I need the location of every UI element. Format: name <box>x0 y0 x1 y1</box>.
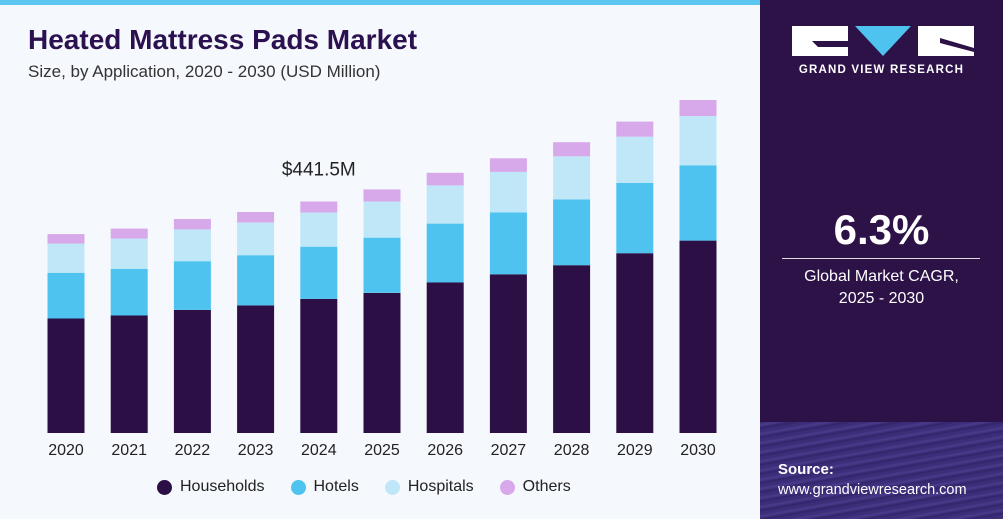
legend-label-hospitals: Hospitals <box>407 478 474 495</box>
x-tick-label-2028: 2028 <box>554 442 590 459</box>
bar-hospitals-2028 <box>553 156 591 200</box>
bar-households-2021 <box>110 315 148 433</box>
legend-item-households: Households <box>157 478 265 496</box>
bar-hospitals-2024 <box>300 212 338 247</box>
x-tick-label-2030: 2030 <box>680 442 716 459</box>
bar-others-2024 <box>300 201 338 213</box>
bar-others-2020 <box>47 234 85 244</box>
x-tick-label-2021: 2021 <box>111 442 147 459</box>
x-tick-label-2020: 2020 <box>48 442 84 459</box>
bar-households-2029 <box>616 253 654 433</box>
bar-hotels-2023 <box>237 255 275 306</box>
bar-hotels-2024 <box>300 246 338 299</box>
legend-label-others: Others <box>522 478 571 495</box>
annotation-label-2024: $441.5M <box>282 160 356 181</box>
bar-households-2028 <box>553 265 591 433</box>
stacked-bar-chart: 2020 2021 2022 2023 2024 2025 2026 2027 2028 2029… <box>47 100 717 459</box>
bar-others-2026 <box>426 172 464 186</box>
bar-hotels-2028 <box>553 199 591 266</box>
bar-hospitals-2020 <box>47 243 85 273</box>
bar-households-2020 <box>47 318 85 433</box>
bar-households-2022 <box>173 309 211 433</box>
legend-swatch-households <box>157 479 172 495</box>
legend-label-households: Households <box>180 478 265 495</box>
bar-others-2021 <box>110 228 148 239</box>
bar-households-2023 <box>237 305 275 433</box>
bar-hotels-2021 <box>110 268 148 316</box>
x-tick-label-2029: 2029 <box>617 442 653 459</box>
bar-others-2029 <box>616 121 654 137</box>
legend-item-hospitals: Hospitals <box>384 478 474 496</box>
bar-hospitals-2027 <box>489 171 527 213</box>
bar-others-2022 <box>173 219 211 230</box>
cagr-divider <box>782 258 980 259</box>
legend-swatch-hotels <box>290 479 306 495</box>
legend-swatch-hospitals <box>384 479 400 495</box>
cagr-label: Global Market CAGR, 2025 - 2030 <box>760 266 1003 310</box>
bar-others-2023 <box>237 212 275 223</box>
bar-others-2030 <box>679 100 717 117</box>
sidebar-panel: GRAND VIEW RESEARCH 6.3% Global Market C… <box>760 0 1003 519</box>
x-tick-label-2023: 2023 <box>238 442 274 459</box>
bar-hospitals-2026 <box>426 185 464 224</box>
x-tick-label-2022: 2022 <box>175 442 211 459</box>
chart-subtitle: Size, by Application, 2020 - 2030 (USD M… <box>28 62 381 81</box>
chart-panel: Heated Mattress Pads Market Size, by App… <box>0 0 760 496</box>
legend-swatch-others <box>499 479 515 495</box>
legend-label-hotels: Hotels <box>313 478 359 495</box>
cagr-label-line2: 2025 - 2030 <box>838 290 925 307</box>
bar-households-2026 <box>426 282 464 433</box>
x-tick-label-2024: 2024 <box>301 442 337 459</box>
bar-hospitals-2023 <box>237 222 275 256</box>
x-tick-label-2027: 2027 <box>491 442 527 459</box>
bar-others-2028 <box>553 142 591 157</box>
bar-hotels-2029 <box>616 182 654 254</box>
cagr-value: 6.3% <box>833 206 930 253</box>
bar-households-2030 <box>679 240 717 433</box>
bar-hotels-2026 <box>426 223 464 283</box>
bar-others-2025 <box>363 189 401 202</box>
brand-name: GRAND VIEW RESEARCH <box>798 64 965 76</box>
source-band <box>760 422 1003 519</box>
bar-households-2025 <box>363 292 401 433</box>
top-accent-bar <box>0 0 760 5</box>
bar-hotels-2025 <box>363 237 401 293</box>
legend-item-others: Others <box>499 478 571 496</box>
bar-hospitals-2030 <box>679 116 717 166</box>
bar-hospitals-2029 <box>616 136 654 183</box>
bar-hotels-2020 <box>47 272 85 319</box>
grand-view-research-logo <box>792 26 974 56</box>
source-label: Source: <box>778 461 834 478</box>
bar-households-2024 <box>300 298 338 433</box>
bar-hotels-2030 <box>679 165 717 241</box>
cagr-label-line1: Global Market CAGR, <box>804 268 959 285</box>
bar-hotels-2022 <box>173 261 211 310</box>
bar-hospitals-2021 <box>110 238 148 269</box>
x-tick-label-2025: 2025 <box>364 442 400 459</box>
bar-households-2027 <box>489 274 527 433</box>
legend: Households Hotels Hospitals Others <box>157 478 571 496</box>
legend-item-hotels: Hotels <box>290 478 359 496</box>
x-tick-label-2026: 2026 <box>427 442 463 459</box>
bar-hospitals-2022 <box>173 229 211 262</box>
bar-hotels-2027 <box>489 212 527 275</box>
bar-hospitals-2025 <box>363 201 401 238</box>
source-link[interactable]: www.grandviewresearch.com <box>778 482 967 498</box>
chart-title: Heated Mattress Pads Market <box>28 24 418 55</box>
bar-others-2027 <box>489 158 527 172</box>
